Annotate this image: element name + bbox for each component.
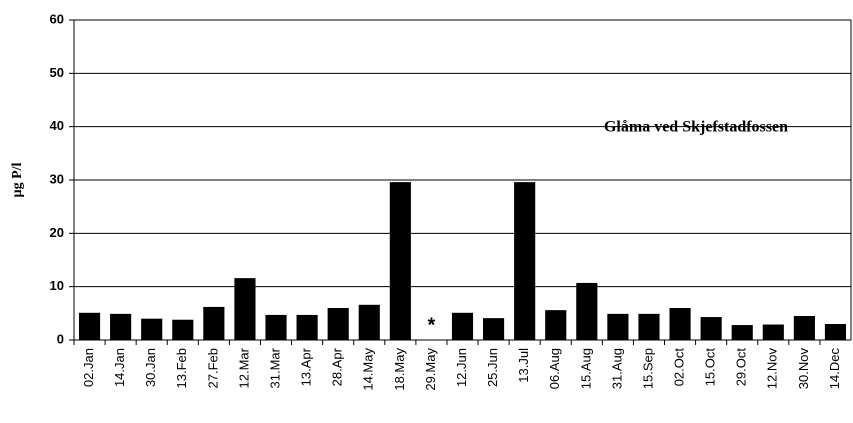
- bar: [141, 318, 163, 340]
- x-tick-label: 14.Jan: [112, 348, 127, 387]
- bar: [483, 318, 505, 340]
- bar: [762, 324, 784, 340]
- bar: [327, 308, 349, 340]
- y-tick-label: 10: [50, 278, 64, 293]
- bar: [576, 282, 598, 340]
- bar: [638, 313, 660, 340]
- bar: [296, 314, 318, 340]
- chart-annotation: Glåma ved Skjefstadfossen: [604, 119, 788, 136]
- bar: [545, 310, 567, 340]
- y-tick-label: 60: [50, 11, 64, 26]
- bar: [514, 182, 536, 340]
- x-tick-label: 15.Sep: [640, 348, 655, 389]
- y-tick-label: 30: [50, 171, 64, 186]
- x-tick-label: 06.Aug: [547, 348, 562, 389]
- x-tick-label: 14.Dec: [827, 348, 842, 390]
- x-tick-label: 30.Jan: [143, 348, 158, 387]
- x-tick-label: 15.Oct: [703, 348, 718, 387]
- x-tick-label: 29.May: [423, 348, 438, 391]
- x-tick-label: 31.Mar: [267, 347, 282, 388]
- bar: [78, 312, 101, 340]
- bar: [793, 316, 815, 340]
- x-tick-label: 12.Nov: [765, 348, 780, 390]
- bar: [110, 313, 132, 340]
- bar: [824, 324, 847, 340]
- bar: [358, 304, 380, 340]
- y-axis-label: µg P/l: [10, 162, 25, 197]
- bar: [451, 312, 474, 340]
- x-tick-label: 12.Jun: [454, 348, 469, 387]
- bar: [172, 319, 194, 340]
- x-tick-label: 02.Oct: [671, 348, 686, 387]
- x-tick-label: 15.Aug: [578, 348, 593, 389]
- bar: [700, 317, 722, 340]
- x-tick-label: 13.Apr: [299, 347, 314, 386]
- bar: [234, 278, 256, 340]
- bar: [389, 182, 411, 340]
- x-tick-label: 13.Jul: [516, 348, 531, 383]
- x-tick-label: 29.Oct: [734, 348, 749, 387]
- x-tick-label: 12.Mar: [236, 347, 251, 388]
- y-tick-label: 40: [50, 118, 64, 133]
- x-tick-label: 14.May: [361, 348, 376, 391]
- x-tick-label: 30.Nov: [796, 348, 811, 390]
- x-tick-label: 31.Aug: [609, 348, 624, 389]
- y-tick-label: 0: [57, 331, 64, 346]
- x-tick-label: 18.May: [392, 348, 407, 391]
- x-tick-label: 25.Jun: [485, 348, 500, 387]
- y-tick-label: 20: [50, 225, 64, 240]
- x-tick-label: 28.Apr: [330, 347, 345, 386]
- y-tick-label: 50: [50, 65, 64, 80]
- bar: [731, 325, 753, 340]
- bar: [669, 308, 691, 340]
- x-tick-label: 02.Jan: [81, 348, 96, 387]
- x-tick-label: 27.Feb: [205, 348, 220, 388]
- bar: [203, 306, 225, 340]
- x-tick-label: 13.Feb: [174, 348, 189, 388]
- bar: [607, 313, 629, 340]
- missing-marker: *: [428, 314, 436, 336]
- bar: [265, 314, 287, 340]
